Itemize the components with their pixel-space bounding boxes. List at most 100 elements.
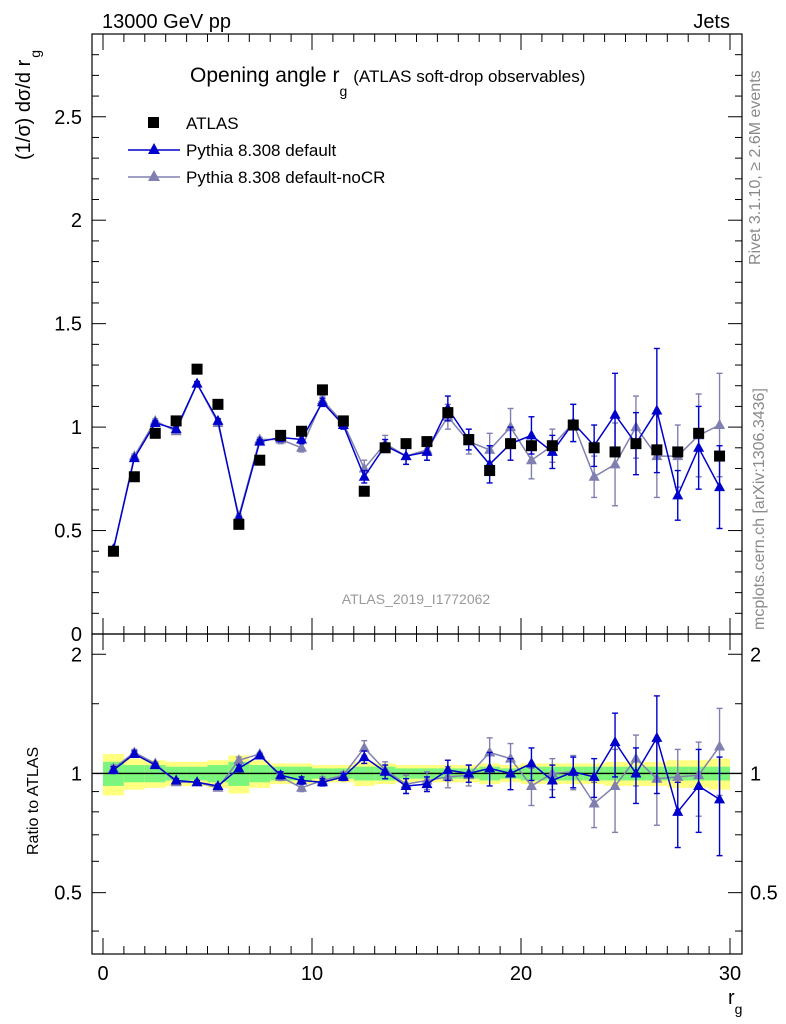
ratio-default-marker xyxy=(316,776,328,787)
atlas-data-point xyxy=(358,485,370,497)
ratio-default-marker xyxy=(212,779,224,790)
main-default-marker xyxy=(128,452,140,463)
atlas-data-point xyxy=(191,363,203,375)
ratio-default-marker xyxy=(588,770,600,781)
atlas-data-point xyxy=(337,415,349,427)
atlas-data-point xyxy=(546,440,558,452)
axes-layer: 0 0.5 1 1.5 2 2.5 0 10 20 30 0.5 0.5 1 1 2 2 xyxy=(54,34,778,985)
main-default-marker xyxy=(170,423,182,434)
ratio-default-marker xyxy=(630,767,642,778)
ratio-nocr-marker xyxy=(484,746,496,757)
ratio-default-marker xyxy=(170,774,182,785)
main-default-marker xyxy=(672,489,684,500)
main-default-marker xyxy=(296,433,308,444)
ratio-default-marker xyxy=(296,774,308,785)
atlas-data-point xyxy=(212,398,224,410)
ratio-default-marker xyxy=(128,747,140,758)
atlas-data-point xyxy=(128,471,140,483)
ratio-default-marker xyxy=(400,779,412,790)
atlas-data-point xyxy=(442,407,454,419)
ratio-default-marker xyxy=(567,765,579,776)
main-nocr-marker xyxy=(525,454,537,465)
ratio-y-tick-label: 2 xyxy=(71,644,82,666)
main-default-marker xyxy=(609,408,621,419)
ratio-default-marker xyxy=(358,751,370,762)
main-default-marker xyxy=(651,404,663,415)
energy-label: 13000 GeV pp xyxy=(102,11,231,33)
ratio-default-marker xyxy=(337,770,349,781)
ratio-y-tick-label: 1 xyxy=(71,763,82,785)
ratio-default-marker xyxy=(233,762,245,773)
ratio-default-marker xyxy=(254,749,266,760)
x-tick-label: 30 xyxy=(719,963,741,985)
rivet-version-label: Rivet 3.1.10, ≥ 2.6M events xyxy=(747,70,764,265)
ratio-default-marker xyxy=(379,765,391,776)
main-y-tick-label: 1.5 xyxy=(54,314,82,336)
ratio-default-marker xyxy=(442,764,454,775)
legend-default-marker xyxy=(148,143,160,154)
ratio-nocr-marker xyxy=(714,740,726,751)
atlas-data-point xyxy=(107,545,119,557)
main-nocr-line xyxy=(112,381,720,550)
atlas-data-point xyxy=(296,425,308,437)
main-default-marker xyxy=(421,445,433,456)
atlas-data-point xyxy=(484,465,496,477)
main-nocr-marker xyxy=(609,458,621,469)
ratio-default-marker xyxy=(651,731,663,742)
main-default-marker xyxy=(316,396,328,407)
x-axis-label: rg xyxy=(728,987,742,1017)
main-default-marker xyxy=(525,429,537,440)
ratio-default-marker xyxy=(505,767,517,778)
ratio-nocr-marker xyxy=(588,797,600,808)
atlas-data-point xyxy=(672,446,684,458)
main-y-axis-label: (1/σ) dσ/d rg xyxy=(13,50,43,160)
ratio-plot-frame xyxy=(91,633,743,955)
ratio-y-tick-label-right: 0.5 xyxy=(750,883,778,905)
x-tick-label: 0 xyxy=(97,963,108,985)
main-default-marker xyxy=(693,441,705,452)
atlas-data-point xyxy=(693,427,705,439)
main-default-marker xyxy=(714,481,726,492)
ratio-default-marker xyxy=(149,759,161,770)
atlas-data-point xyxy=(233,518,245,530)
legend: ATLAS Pythia 8.308 default Pythia 8.308 … xyxy=(128,114,385,187)
ratio-nocr-marker xyxy=(296,781,308,792)
atlas-data-point xyxy=(170,415,182,427)
main-default-marker xyxy=(191,377,203,388)
mcplots-label: mcplots.cern.ch [arXiv:1306.3436] xyxy=(751,388,768,630)
main-y-tick-label: 1 xyxy=(71,417,82,439)
ratio-default-marker xyxy=(672,805,684,816)
ratio-default-marker xyxy=(546,774,558,785)
ratio-default-marker xyxy=(525,757,537,768)
ratio-default-marker xyxy=(463,767,475,778)
atlas-data-point xyxy=(149,427,161,439)
main-y-tick-label: 0.5 xyxy=(54,521,82,543)
legend-nocr-marker xyxy=(148,170,160,181)
x-tick-label: 20 xyxy=(510,963,532,985)
main-default-marker xyxy=(254,435,266,446)
main-default-marker xyxy=(358,470,370,481)
legend-nocr-label: Pythia 8.308 default-noCR xyxy=(186,168,385,187)
main-y-tick-label: 2 xyxy=(71,210,82,232)
ratio-y-axis-label: Ratio to ATLAS xyxy=(25,747,42,855)
atlas-data-point xyxy=(609,446,621,458)
process-label: Jets xyxy=(693,11,730,33)
ratio-default-marker xyxy=(714,793,726,804)
ratio-nocr-marker xyxy=(525,779,537,790)
ratio-nocr-marker xyxy=(233,754,245,765)
ratio-y-tick-label-right: 2 xyxy=(750,644,761,666)
main-nocr-marker xyxy=(505,421,517,432)
ratio-nocr-marker xyxy=(358,741,370,752)
atlas-data-point xyxy=(316,384,328,396)
x-tick-label: 10 xyxy=(301,963,323,985)
ratio-y-tick-label-right: 1 xyxy=(750,763,761,785)
ratio-default-marker xyxy=(693,779,705,790)
atlas-data-point xyxy=(588,442,600,454)
atlas-data-point xyxy=(463,434,475,446)
atlas-data-point xyxy=(630,438,642,450)
atlas-data-point xyxy=(400,438,412,450)
ratio-default-line xyxy=(112,735,720,814)
ratio-default-marker xyxy=(609,736,621,747)
main-y-tick-label: 2.5 xyxy=(54,107,82,129)
ratio-default-marker xyxy=(107,764,119,775)
